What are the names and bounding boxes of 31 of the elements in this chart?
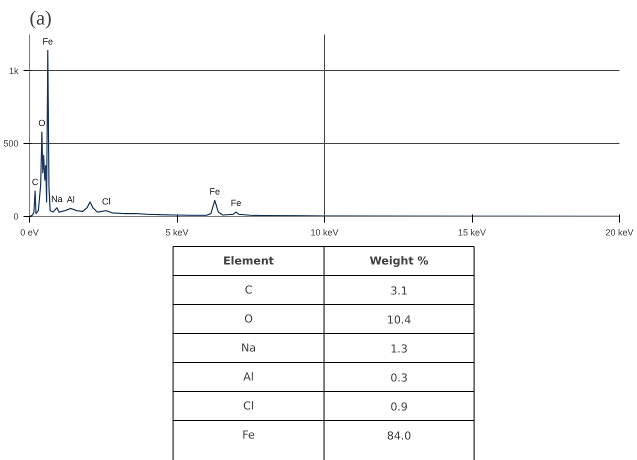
category-label: Al (243, 370, 254, 384)
x-tick-label: 15 keV (458, 228, 486, 238)
text: Weight % (370, 254, 428, 268)
category-label: Fe (242, 428, 256, 442)
chart-title: (a) (30, 8, 52, 30)
category-label: O (244, 312, 254, 326)
y-tick-label: 500 (3, 138, 19, 149)
category-label: Na (241, 342, 256, 354)
category-label: C (244, 284, 253, 296)
x-tick-label: 5 keV (165, 228, 189, 238)
data-label: 3.1 (390, 284, 408, 298)
annotation: Al (66, 194, 75, 204)
x-tick-label: 0 eV (20, 228, 39, 238)
text: Element (223, 254, 274, 268)
annotation: Fe (210, 186, 220, 196)
x-tick-label: 10 keV (310, 228, 339, 238)
data-label: 0.9 (390, 400, 408, 414)
annotation: O (38, 118, 46, 128)
data-label: 84.0 (386, 430, 412, 442)
data-label: 1.3 (390, 342, 408, 356)
annotation: Cl (102, 196, 110, 207)
annotation: Fe (230, 198, 242, 208)
data-label: 0.3 (390, 372, 408, 384)
y-tick-label: 1k (8, 66, 19, 76)
annotation: Fe (42, 36, 54, 47)
category-label: Cl (243, 400, 254, 412)
annotation: C (32, 177, 39, 188)
y-tick-label: 0 (13, 212, 19, 222)
x-tick-label: 20 keV (605, 228, 634, 238)
annotation: Na (51, 194, 63, 204)
data-label: 10.4 (386, 314, 412, 326)
